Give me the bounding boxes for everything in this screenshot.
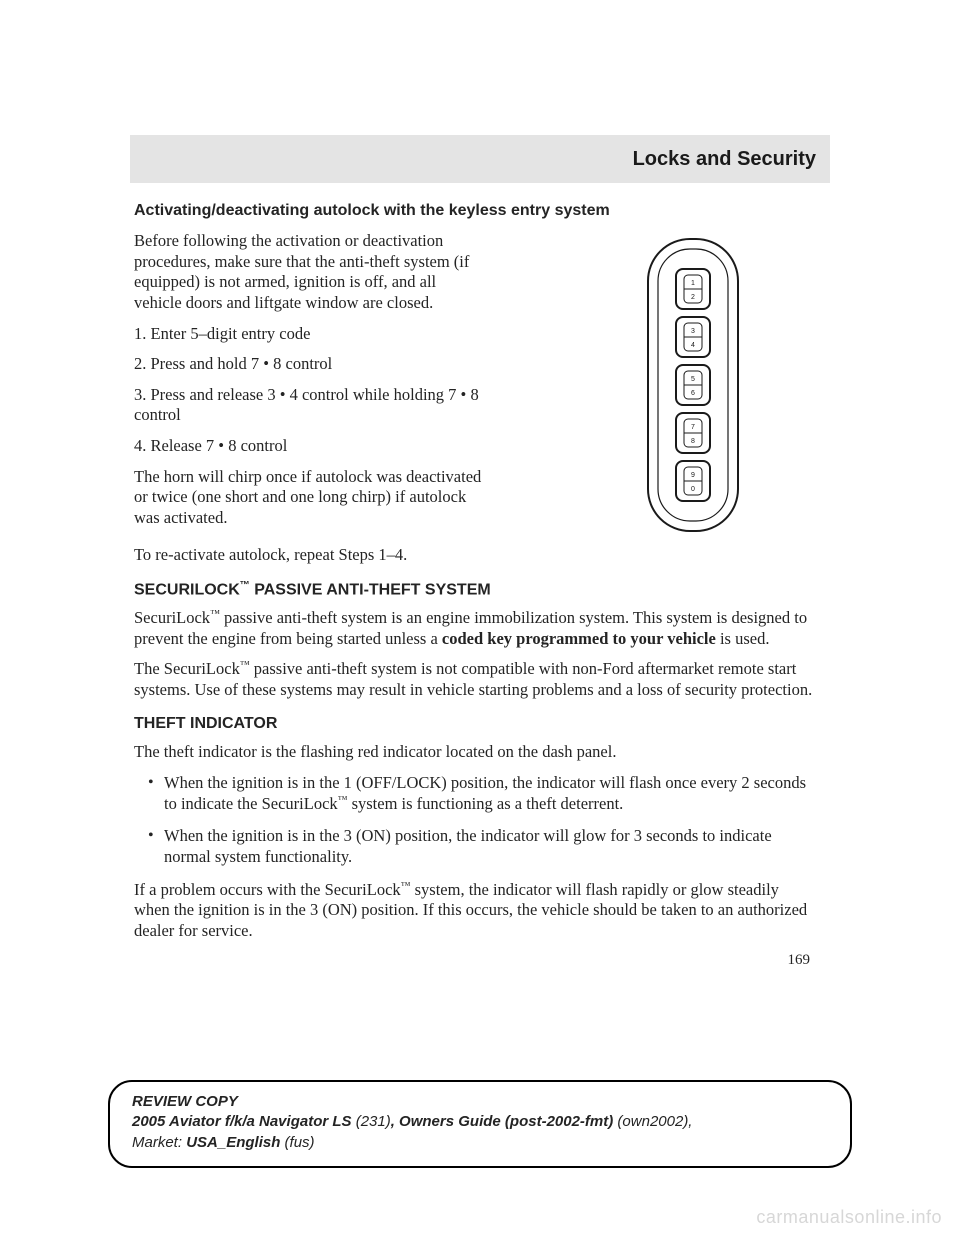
page-body: Locks and Security Activating/deactivati… [130, 135, 830, 970]
text: (fus) [280, 1134, 314, 1151]
svg-text:5: 5 [691, 376, 695, 383]
step-3: 3. Press and release 3 • 4 control while… [134, 385, 484, 426]
trademark-icon: ™ [240, 660, 250, 671]
text: is used. [716, 629, 770, 648]
autolock-text-column: Before following the activation or deact… [134, 231, 484, 539]
heading-theft-indicator: THEFT INDICATOR [134, 714, 818, 734]
page-content: Activating/deactivating autolock with th… [130, 201, 830, 970]
heading-text: SECURILOCK [134, 581, 240, 598]
subheading-autolock: Activating/deactivating autolock with th… [134, 201, 818, 221]
text: SecuriLock [134, 608, 210, 627]
step-2: 2. Press and hold 7 • 8 control [134, 354, 484, 375]
bold-phrase: coded key programmed to your vehicle [442, 629, 716, 648]
para: The horn will chirp once if autolock was… [134, 467, 484, 529]
footer-line-1: REVIEW COPY [132, 1092, 832, 1112]
para: If a problem occurs with the SecuriLock™… [134, 880, 818, 942]
para: SecuriLock™ passive anti-theft system is… [134, 608, 818, 649]
text: , Owners Guide (post-2002-fmt) [391, 1113, 614, 1130]
footer-line-2: 2005 Aviator f/k/a Navigator LS (231), O… [132, 1112, 832, 1132]
section-title: Locks and Security [633, 148, 816, 171]
footer-metadata-box: REVIEW COPY 2005 Aviator f/k/a Navigator… [108, 1080, 852, 1168]
svg-text:0: 0 [691, 486, 695, 493]
trademark-icon: ™ [338, 794, 348, 805]
trademark-icon: ™ [210, 608, 220, 619]
svg-text:7: 7 [691, 424, 695, 431]
para: To re-activate autolock, repeat Steps 1–… [134, 545, 818, 566]
text: USA_English [186, 1134, 280, 1151]
text: Market: [132, 1134, 186, 1151]
text: The SecuriLock [134, 659, 240, 678]
text: If a problem occurs with the SecuriLock [134, 880, 401, 899]
keypad-illustration: 1 2 3 4 5 6 7 8 9 0 [628, 235, 758, 535]
text: system is functioning as a theft deterre… [347, 794, 623, 813]
svg-text:2: 2 [691, 294, 695, 301]
heading-securilock: SECURILOCK™ PASSIVE ANTI-THEFT SYSTEM [134, 580, 818, 600]
section-header-bar: Locks and Security [130, 135, 830, 183]
svg-text:9: 9 [691, 472, 695, 479]
para: The SecuriLock™ passive anti-theft syste… [134, 659, 818, 700]
list-item: When the ignition is in the 3 (ON) posit… [134, 826, 818, 867]
trademark-icon: ™ [401, 880, 411, 891]
svg-text:6: 6 [691, 390, 695, 397]
watermark: carmanualsonline.info [756, 1207, 942, 1228]
para: The theft indicator is the flashing red … [134, 742, 818, 763]
step-1: 1. Enter 5–digit entry code [134, 324, 484, 345]
text: (own2002), [613, 1113, 692, 1130]
para: Before following the activation or deact… [134, 231, 484, 314]
text: 2005 Aviator f/k/a Navigator LS [132, 1113, 352, 1130]
text: (231) [352, 1113, 391, 1130]
step-4: 4. Release 7 • 8 control [134, 436, 484, 457]
svg-text:3: 3 [691, 328, 695, 335]
page-number: 169 [134, 951, 818, 970]
footer-line-3: Market: USA_English (fus) [132, 1133, 832, 1153]
bullet-list: When the ignition is in the 1 (OFF/LOCK)… [134, 773, 818, 868]
autolock-block: 1 2 3 4 5 6 7 8 9 0 Before following the acti… [134, 231, 818, 545]
trademark-icon: ™ [240, 580, 250, 591]
list-item: When the ignition is in the 1 (OFF/LOCK)… [134, 773, 818, 814]
svg-text:4: 4 [691, 342, 695, 349]
svg-text:8: 8 [691, 438, 695, 445]
svg-text:1: 1 [691, 280, 695, 287]
heading-text: PASSIVE ANTI-THEFT SYSTEM [250, 581, 491, 598]
